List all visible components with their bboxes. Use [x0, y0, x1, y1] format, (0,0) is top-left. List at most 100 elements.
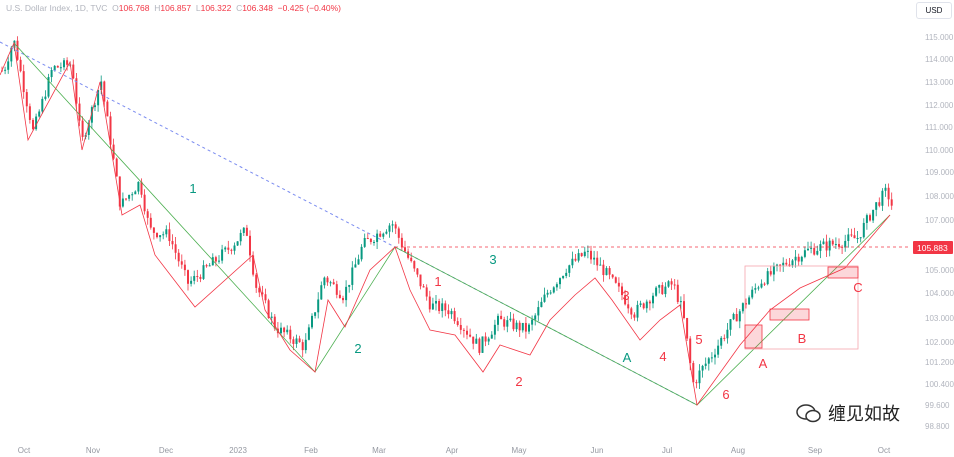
currency-button[interactable]: USD	[916, 2, 952, 19]
pivot-box	[827, 266, 859, 279]
candle-body	[50, 70, 53, 78]
candle-body	[245, 227, 248, 236]
candle-body	[159, 235, 162, 238]
candle-body	[673, 284, 676, 286]
y-tick-label: 113.000	[925, 78, 954, 87]
candle-body	[521, 322, 524, 331]
candle-body	[825, 241, 828, 251]
candle-body	[121, 198, 124, 207]
candle-body	[745, 303, 747, 305]
candle-body	[286, 329, 289, 333]
candle-body	[704, 363, 707, 366]
y-tick-label: 103.000	[925, 314, 954, 323]
candle-body	[834, 244, 837, 246]
y-tick-label: 102.000	[925, 338, 954, 347]
candle-body	[171, 241, 174, 245]
legend-header: U.S. Dollar Index, 1D, TVC O106.768 H106…	[6, 3, 341, 13]
candle-body	[785, 262, 788, 265]
candle-body	[481, 336, 484, 353]
candle-body	[490, 334, 493, 339]
candle-body	[19, 59, 22, 72]
candle-body	[887, 187, 890, 200]
candle-body	[94, 105, 96, 108]
x-tick-label: Oct	[878, 446, 891, 455]
candle-body	[28, 106, 31, 120]
candle-body	[382, 233, 385, 237]
y-tick-label: 99.600	[925, 401, 950, 410]
candle-body	[292, 339, 295, 344]
candle-body	[168, 229, 171, 242]
candle-body	[118, 176, 121, 207]
candle-body	[890, 199, 893, 206]
candle-body	[493, 324, 496, 335]
candle-body	[797, 256, 800, 262]
candle-body	[301, 342, 304, 351]
candle-body	[221, 249, 224, 261]
candle-body	[320, 285, 323, 300]
candle-body	[211, 257, 214, 266]
y-tick-label: 112.000	[925, 101, 954, 110]
candle-body	[875, 202, 878, 210]
candle-body	[224, 247, 227, 250]
candle-body	[478, 338, 481, 353]
candle-body	[701, 365, 704, 371]
wave-label-green: A	[623, 350, 632, 365]
candle-body	[351, 267, 354, 285]
close-label: C	[236, 3, 243, 13]
candle-body	[800, 256, 803, 262]
candle-body	[72, 64, 75, 79]
candle-body	[462, 329, 465, 331]
candle-body	[590, 250, 592, 260]
candle-body	[757, 287, 760, 289]
x-tick-label: Jul	[662, 446, 672, 455]
last-price-badge	[913, 241, 953, 254]
candle-body	[447, 310, 450, 315]
candle-body	[788, 264, 791, 266]
candle-body	[100, 81, 103, 91]
high-label: H	[154, 3, 161, 13]
candle-body	[25, 92, 28, 107]
candle-body	[134, 191, 137, 195]
candle-body	[317, 299, 320, 313]
candle-body	[115, 158, 118, 177]
low-label: L	[195, 3, 201, 13]
candle-body	[621, 286, 623, 296]
candle-body	[66, 60, 69, 65]
candle-body	[565, 272, 568, 276]
candle-body	[769, 271, 772, 275]
change-value: −0.425 (−0.40%)	[277, 3, 341, 13]
candle-body	[289, 329, 292, 340]
candle-body	[528, 324, 530, 332]
candle-body	[156, 232, 158, 238]
candle-body	[810, 247, 813, 249]
red-wave-line	[0, 41, 891, 407]
candle-body	[664, 286, 667, 295]
candle-body	[822, 241, 825, 245]
wave-label-red: B	[798, 331, 807, 346]
candle-body	[307, 327, 310, 340]
candle-body	[187, 270, 189, 284]
candle-body	[106, 101, 109, 117]
candle-body	[128, 194, 131, 199]
candle-body	[689, 338, 692, 364]
candle-body	[726, 329, 729, 339]
candle-body	[208, 265, 211, 267]
candle-body	[239, 232, 242, 242]
candle-body	[174, 244, 177, 253]
candle-body	[670, 281, 673, 285]
candle-body	[862, 222, 865, 238]
watermark: 缠见如故	[796, 400, 900, 426]
candle-body	[16, 40, 19, 60]
candle-body	[323, 277, 326, 286]
candle-body	[255, 274, 258, 288]
candle-body	[373, 241, 375, 243]
candle-body	[559, 278, 561, 285]
candle-body	[56, 65, 59, 68]
candle-body	[391, 224, 394, 226]
candle-body	[791, 260, 794, 266]
candle-body	[149, 217, 152, 228]
high-value: 106.857	[160, 3, 192, 13]
candle-body	[537, 307, 540, 316]
